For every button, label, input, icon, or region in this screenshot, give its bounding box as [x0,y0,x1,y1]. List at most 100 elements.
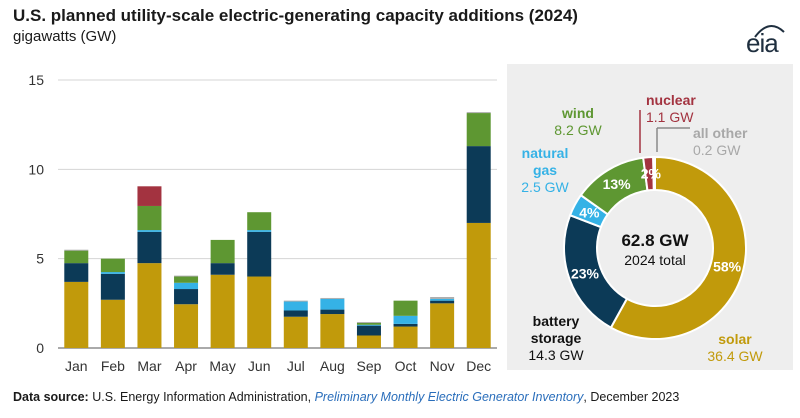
bar-segment-battery-storage [356,325,381,336]
bar-segment-all-other [356,322,381,323]
bar-segment-natural-gas [283,301,308,311]
x-tick-label: Oct [395,358,417,374]
source-label: Data source: [13,390,89,404]
stacked-bar-chart: 0 5 10 15 Jan Feb Mar Apr May Jun Jul Aug Sep Oct Nov D… [28,72,497,374]
x-tick-label: Jul [287,358,305,374]
bar-segment-solar [466,222,491,348]
donut-percent-label: 13% [603,176,632,192]
y-tick-label: 10 [28,161,44,177]
bar-segment-solar [320,314,345,348]
bar-segment-wind [210,239,235,264]
bar-segment-battery-storage [137,231,162,264]
bar-segment-battery-storage [100,273,125,300]
bar-segment-solar [247,276,272,348]
x-tick-label: Jun [248,358,271,374]
donut-slice-solar [609,155,747,340]
y-tick-label: 5 [36,251,44,267]
source-publication: Preliminary Monthly Electric Generator I… [314,390,584,404]
donut-percent-label: 23% [571,265,600,281]
donut-percent-label: 4% [579,205,600,221]
bar-segment-natural-gas [137,230,162,232]
bar-segment-solar [430,303,455,348]
source-date: , December 2023 [583,390,680,404]
eia-logo-arc-icon [754,25,785,38]
donut-value-label: 0.2 GW [693,142,741,158]
bar-segment-solar [356,335,381,348]
bar-segment-solar [100,299,125,348]
bar-segment-battery-storage [247,231,272,277]
bar-segment-wind [356,322,381,325]
bar-segment-battery-storage [393,323,418,327]
y-tick-label: 0 [36,340,44,356]
donut-category-label: solar [718,331,752,347]
chart-subtitle: gigawatts (GW) [13,28,117,45]
chart-title: U.S. planned utility-scale electric-gene… [13,6,578,25]
bar-segment-solar [393,326,418,348]
x-tick-label: Aug [320,358,345,374]
x-tick-label: May [209,358,235,374]
bar-segment-battery-storage [210,263,235,275]
donut-center-label: 2024 total [624,252,686,268]
bar-segment-all-other [64,249,89,251]
bar-segment-battery-storage [320,309,345,315]
bar-segment-natural-gas [430,298,455,301]
bar-segment-wind [64,250,89,264]
bar-segment-solar [174,304,199,348]
bar-segment-battery-storage [64,263,89,282]
donut-percent-label: 2% [641,166,662,182]
bar-segment-all-other [174,275,199,277]
bar-segment-solar [64,281,89,348]
bar-segment-all-other [320,297,345,299]
donut-value-label: 8.2 GW [554,122,602,138]
bar-segment-natural-gas [356,324,381,326]
bar-segment-natural-gas [174,282,199,290]
bar-segment-solar [283,316,308,348]
donut-value-label: 36.4 GW [707,348,763,364]
donut-category-label: nuclear [646,92,696,108]
donut-category-label: wind [561,105,594,121]
bar-segment-natural-gas [393,315,418,324]
bar-segment-wind [137,205,162,231]
x-tick-label: Apr [175,358,197,374]
donut-value-label: 2.5 GW [521,179,569,195]
donut-percent-label: 58% [713,259,742,275]
bar-segment-solar [137,263,162,348]
donut-category-label: battery [533,313,580,329]
bar-segment-battery-storage [466,146,491,223]
donut-category-label: natural [522,145,569,161]
bar-segment-nuclear [137,186,162,206]
x-tick-label: Jan [65,358,88,374]
bar-segment-all-other [430,297,455,299]
bar-segment-wind [174,276,199,283]
donut-category-label: storage [531,330,582,346]
source-text: U.S. Energy Information Administration, [92,390,312,404]
bar-segment-wind [247,212,272,231]
bar-segment-all-other [466,112,491,114]
bar-segment-wind [466,113,491,147]
bar-segment-natural-gas [100,272,125,274]
bar-segment-natural-gas [247,230,272,232]
y-tick-label: 15 [28,72,44,88]
eia-logo: eia [746,28,779,58]
bar-segment-wind [100,258,125,273]
bar-segment-battery-storage [174,289,199,305]
data-source-note: Data source: U.S. Energy Information Adm… [13,390,679,404]
bar-segment-all-other [283,300,308,302]
x-tick-label: Sep [356,358,381,374]
bar-segment-battery-storage [283,310,308,317]
donut-category-label: gas [533,162,557,178]
donut-category-label: all other [693,125,748,141]
donut-slice-all-other [652,155,656,192]
bar-segment-natural-gas [320,298,345,310]
donut-value-label: 1.1 GW [646,109,694,125]
bar-segment-battery-storage [430,300,455,304]
donut-center-value: 62.8 GW [621,231,689,250]
x-tick-label: Dec [466,358,491,374]
bar-segment-solar [210,274,235,348]
x-tick-label: Feb [101,358,125,374]
bar-segment-wind [393,300,418,316]
donut-value-label: 14.3 GW [528,347,584,363]
x-tick-label: Nov [430,358,455,374]
x-tick-label: Mar [137,358,161,374]
